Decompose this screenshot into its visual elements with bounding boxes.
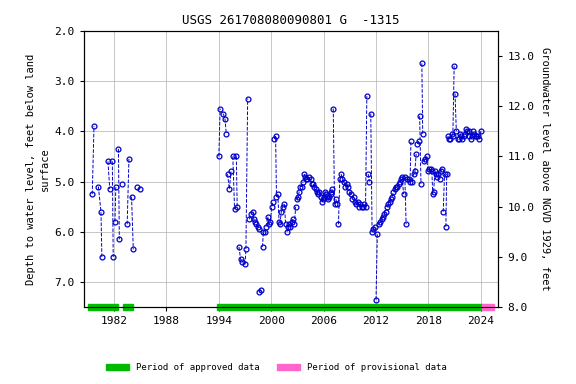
Bar bbox=[123, 304, 133, 310]
Y-axis label: Depth to water level, feet below land
surface: Depth to water level, feet below land su… bbox=[26, 53, 50, 285]
Bar bbox=[88, 304, 119, 310]
Title: USGS 261708080090801 G  -1315: USGS 261708080090801 G -1315 bbox=[182, 14, 400, 27]
Bar bbox=[482, 304, 494, 310]
Legend: Period of approved data, Period of provisional data: Period of approved data, Period of provi… bbox=[103, 359, 450, 376]
Bar bbox=[217, 304, 482, 310]
Y-axis label: Groundwater level above NGVD 1929, feet: Groundwater level above NGVD 1929, feet bbox=[540, 47, 550, 291]
